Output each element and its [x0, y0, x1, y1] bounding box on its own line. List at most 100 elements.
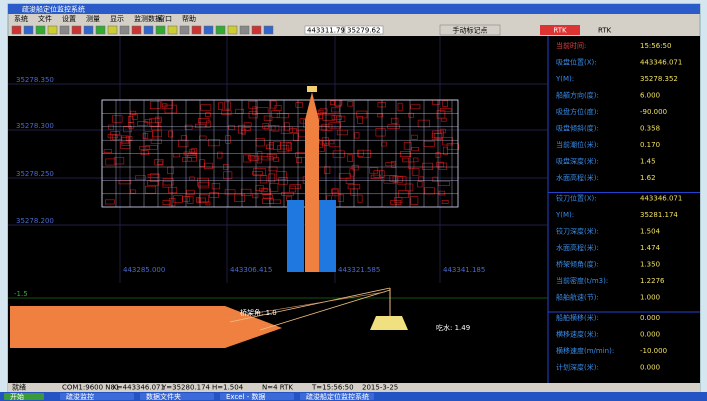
panel-value: 1.504: [640, 228, 661, 236]
survey-trace: [144, 119, 152, 123]
survey-trace: [369, 167, 378, 174]
toolbar-button[interactable]: [107, 25, 118, 35]
toolbar-button[interactable]: [119, 25, 130, 35]
survey-trace: [443, 146, 448, 155]
survey-trace: [375, 128, 386, 137]
survey-trace: [248, 155, 259, 161]
survey-trace: [228, 125, 235, 130]
survey-trace: [182, 157, 192, 162]
survey-trace: [411, 168, 420, 176]
toolbar-button[interactable]: [155, 25, 166, 35]
toolbar-button[interactable]: [35, 25, 46, 35]
y-coordinate-label: 35278.250: [16, 170, 54, 178]
survey-trace: [391, 160, 396, 168]
survey-trace: [383, 175, 396, 184]
survey-trace: [184, 124, 193, 130]
survey-trace: [103, 149, 113, 154]
survey-trace: [270, 100, 277, 109]
panel-value: 0.000: [640, 314, 660, 322]
toolbar-field-text: 443311.79: [307, 27, 345, 35]
menu-item[interactable]: 帮助: [182, 14, 196, 23]
status-item: N=4 RTK: [262, 384, 293, 392]
toolbar-button[interactable]: [227, 25, 238, 35]
survey-trace: [272, 141, 282, 150]
survey-trace: [221, 110, 232, 115]
taskbar-button[interactable]: [220, 393, 294, 400]
toolbar-button[interactable]: [83, 25, 94, 35]
mode-button[interactable]: [439, 24, 501, 36]
survey-trace: [357, 116, 363, 124]
toolbar-button[interactable]: [47, 25, 58, 35]
survey-trace: [248, 111, 258, 119]
toolbar-button[interactable]: [11, 25, 22, 35]
survey-trace: [198, 118, 210, 124]
survey-trace: [259, 175, 268, 184]
panel-label: 吸盘方位(度):: [556, 107, 599, 116]
toolbar-button[interactable]: [251, 25, 262, 35]
toolbar-button[interactable]: [95, 25, 106, 35]
survey-trace: [332, 150, 345, 158]
toolbar-button[interactable]: [71, 25, 82, 35]
survey-trace: [139, 145, 151, 150]
toolbar-button[interactable]: [167, 25, 178, 35]
menu-item[interactable]: 显示: [110, 15, 124, 23]
menu-item[interactable]: 系统: [14, 14, 28, 23]
window-title: 疏浚船定位监控系统: [22, 5, 85, 14]
survey-trace: [397, 190, 409, 198]
survey-trace: [247, 154, 255, 160]
taskbar-button[interactable]: [4, 393, 44, 400]
toolbar-button[interactable]: [131, 25, 142, 35]
cutter-head: [307, 86, 317, 92]
survey-trace: [269, 183, 279, 192]
survey-trace: [241, 127, 251, 131]
survey-trace: [337, 194, 344, 202]
toolbar-button[interactable]: [179, 25, 190, 35]
survey-trace: [137, 121, 149, 126]
menu-item[interactable]: 窗口: [158, 14, 172, 23]
menu-item[interactable]: 文件: [38, 14, 52, 23]
panel-label: 船艏方向(度):: [556, 91, 599, 100]
survey-trace: [145, 131, 154, 140]
survey-trace: [168, 186, 178, 194]
survey-trace: [440, 128, 446, 134]
panel-value: 0.000: [640, 331, 660, 339]
survey-trace: [403, 141, 412, 150]
toolbar-button[interactable]: [203, 25, 214, 35]
dredge-area: [101, 99, 459, 208]
toolbar-button[interactable]: [23, 25, 34, 35]
panel-value: 35281.174: [640, 211, 678, 219]
survey-trace: [349, 168, 355, 177]
panel-label: 铰刀位置(X):: [556, 194, 597, 203]
survey-trace: [168, 130, 174, 138]
panel-label: 水面高程(米):: [556, 173, 599, 182]
menu-item[interactable]: 监测数据: [134, 14, 162, 23]
survey-trace: [189, 176, 195, 181]
panel-value: 15:56:50: [640, 42, 671, 50]
toolbar-field[interactable]: [304, 25, 344, 35]
survey-trace: [189, 148, 195, 154]
survey-trace: [377, 113, 384, 118]
survey-trace: [252, 171, 263, 176]
survey-trace: [408, 161, 415, 170]
menu-item[interactable]: 测量: [86, 15, 100, 23]
taskbar-button[interactable]: [300, 393, 374, 400]
toolbar-button[interactable]: [215, 25, 226, 35]
survey-trace: [357, 194, 363, 203]
title-bar: [8, 4, 700, 14]
taskbar-button[interactable]: [140, 393, 214, 400]
toolbar-button[interactable]: [263, 25, 274, 35]
survey-trace: [431, 133, 443, 140]
toolbar-button[interactable]: [143, 25, 154, 35]
survey-trace: [418, 176, 425, 182]
spud-left: [287, 200, 304, 272]
survey-trace: [191, 148, 197, 155]
menu-item[interactable]: 设置: [62, 14, 76, 23]
panel-label: 船舶横移(米):: [556, 313, 599, 322]
toolbar-field[interactable]: [344, 25, 384, 35]
toolbar-button[interactable]: [239, 25, 250, 35]
taskbar-button[interactable]: [60, 393, 134, 400]
toolbar-button[interactable]: [59, 25, 70, 35]
survey-trace: [289, 185, 297, 193]
survey-trace: [257, 155, 262, 164]
toolbar-button[interactable]: [191, 25, 202, 35]
